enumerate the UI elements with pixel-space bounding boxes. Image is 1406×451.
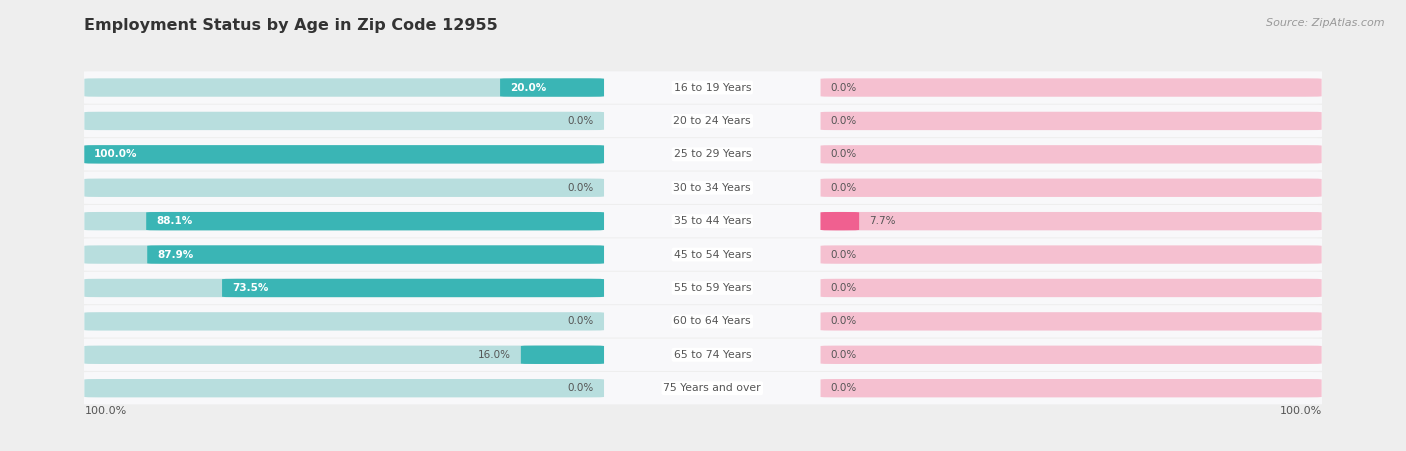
Text: 7.7%: 7.7% xyxy=(869,216,896,226)
FancyBboxPatch shape xyxy=(821,78,1322,97)
Text: 0.0%: 0.0% xyxy=(831,183,856,193)
Text: 100.0%: 100.0% xyxy=(94,149,138,159)
FancyBboxPatch shape xyxy=(84,312,605,331)
Text: 55 to 59 Years: 55 to 59 Years xyxy=(673,283,751,293)
Text: 100.0%: 100.0% xyxy=(84,406,127,416)
Text: 25 to 29 Years: 25 to 29 Years xyxy=(673,149,751,159)
FancyBboxPatch shape xyxy=(79,339,1327,371)
FancyBboxPatch shape xyxy=(148,245,605,264)
Text: 16.0%: 16.0% xyxy=(478,350,510,360)
FancyBboxPatch shape xyxy=(821,312,1322,331)
FancyBboxPatch shape xyxy=(79,372,1327,405)
FancyBboxPatch shape xyxy=(79,205,1327,237)
FancyBboxPatch shape xyxy=(79,272,1327,304)
FancyBboxPatch shape xyxy=(84,279,605,297)
Text: Source: ZipAtlas.com: Source: ZipAtlas.com xyxy=(1267,18,1385,28)
Text: 0.0%: 0.0% xyxy=(568,317,595,327)
FancyBboxPatch shape xyxy=(79,138,1327,170)
FancyBboxPatch shape xyxy=(84,78,605,97)
FancyBboxPatch shape xyxy=(821,212,859,230)
FancyBboxPatch shape xyxy=(821,212,1322,230)
FancyBboxPatch shape xyxy=(821,245,1322,264)
FancyBboxPatch shape xyxy=(79,239,1327,271)
Text: 0.0%: 0.0% xyxy=(831,350,856,360)
FancyBboxPatch shape xyxy=(821,145,1322,164)
Text: 0.0%: 0.0% xyxy=(568,383,595,393)
Text: 0.0%: 0.0% xyxy=(831,149,856,159)
Text: 0.0%: 0.0% xyxy=(568,116,595,126)
Text: 20.0%: 20.0% xyxy=(510,83,547,92)
FancyBboxPatch shape xyxy=(821,279,1322,297)
Text: 0.0%: 0.0% xyxy=(831,249,856,260)
Text: Employment Status by Age in Zip Code 12955: Employment Status by Age in Zip Code 129… xyxy=(84,18,498,33)
FancyBboxPatch shape xyxy=(84,245,605,264)
Text: 45 to 54 Years: 45 to 54 Years xyxy=(673,249,751,260)
Text: 100.0%: 100.0% xyxy=(1279,406,1322,416)
FancyBboxPatch shape xyxy=(821,112,1322,130)
Text: 0.0%: 0.0% xyxy=(831,317,856,327)
Text: 75 Years and over: 75 Years and over xyxy=(664,383,761,393)
Text: 30 to 34 Years: 30 to 34 Years xyxy=(673,183,751,193)
Text: 16 to 19 Years: 16 to 19 Years xyxy=(673,83,751,92)
Text: 0.0%: 0.0% xyxy=(831,83,856,92)
FancyBboxPatch shape xyxy=(821,179,1322,197)
FancyBboxPatch shape xyxy=(501,78,605,97)
FancyBboxPatch shape xyxy=(79,71,1327,104)
FancyBboxPatch shape xyxy=(84,145,605,164)
Text: 73.5%: 73.5% xyxy=(232,283,269,293)
FancyBboxPatch shape xyxy=(821,345,1322,364)
Text: 65 to 74 Years: 65 to 74 Years xyxy=(673,350,751,360)
FancyBboxPatch shape xyxy=(222,279,605,297)
Text: 87.9%: 87.9% xyxy=(157,249,194,260)
FancyBboxPatch shape xyxy=(821,379,1322,397)
FancyBboxPatch shape xyxy=(84,379,605,397)
FancyBboxPatch shape xyxy=(84,212,605,230)
FancyBboxPatch shape xyxy=(79,171,1327,204)
FancyBboxPatch shape xyxy=(146,212,605,230)
Text: 20 to 24 Years: 20 to 24 Years xyxy=(673,116,751,126)
FancyBboxPatch shape xyxy=(84,112,605,130)
Text: 88.1%: 88.1% xyxy=(156,216,193,226)
Text: 0.0%: 0.0% xyxy=(831,116,856,126)
Text: 60 to 64 Years: 60 to 64 Years xyxy=(673,317,751,327)
Text: 0.0%: 0.0% xyxy=(831,283,856,293)
Text: 0.0%: 0.0% xyxy=(568,183,595,193)
FancyBboxPatch shape xyxy=(84,179,605,197)
FancyBboxPatch shape xyxy=(79,305,1327,338)
Text: 0.0%: 0.0% xyxy=(831,383,856,393)
FancyBboxPatch shape xyxy=(84,145,605,164)
FancyBboxPatch shape xyxy=(79,105,1327,137)
FancyBboxPatch shape xyxy=(84,345,605,364)
Text: 35 to 44 Years: 35 to 44 Years xyxy=(673,216,751,226)
FancyBboxPatch shape xyxy=(520,345,605,364)
